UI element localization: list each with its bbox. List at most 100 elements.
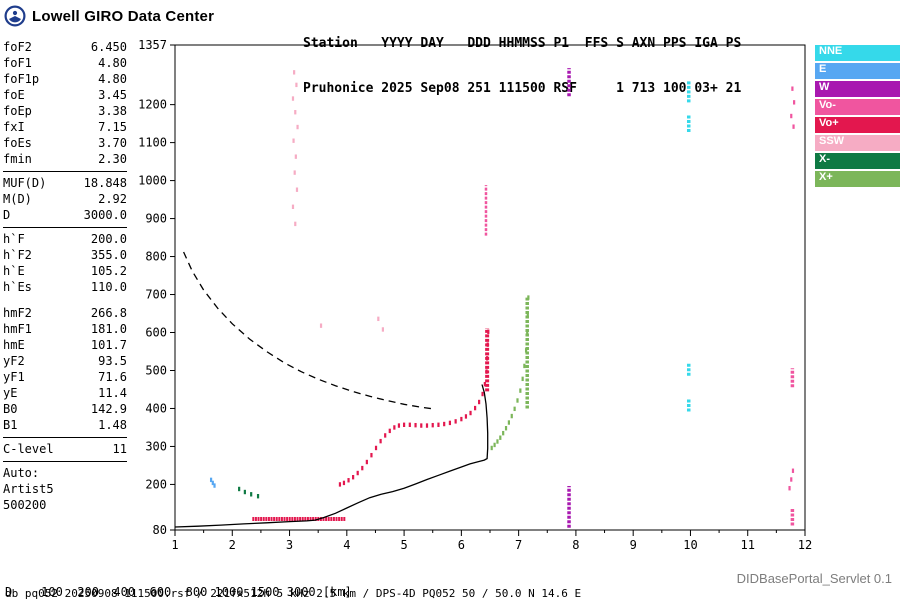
param-row-he: h`E 105.2 <box>3 263 127 279</box>
series-x-trace <box>499 435 502 440</box>
series-vo-minus-dots <box>792 124 795 129</box>
param-value: 355.0 <box>90 248 127 262</box>
param-row-foep: foEp 3.38 <box>3 103 127 119</box>
series-ssw-specks <box>377 316 380 322</box>
y-tick-label: 1200 <box>138 98 167 112</box>
y-tick-label: 400 <box>145 401 167 415</box>
param-row-hf: h`F 200.0 <box>3 231 127 247</box>
series-es-trace-o <box>260 516 263 521</box>
param-value: 101.7 <box>90 338 127 352</box>
series-es-trace-o <box>254 516 257 521</box>
series-ssw-noise-band <box>294 110 297 115</box>
param-value: 71.6 <box>98 370 127 384</box>
series-ssw-noise-band <box>292 138 295 143</box>
param-value: 110.0 <box>90 280 127 294</box>
param-value: 18.848 <box>83 176 127 190</box>
series-es-trace-o <box>273 516 276 521</box>
series-es-trace-o <box>283 516 286 521</box>
param-label: hmE <box>3 338 25 352</box>
series-x-trace <box>490 445 493 451</box>
param-label: h`Es <box>3 280 32 294</box>
series-es-trace-o <box>267 516 270 521</box>
param-row-foe: foE 3.45 <box>3 87 127 103</box>
param-label: h`F <box>3 232 25 246</box>
param-label: foF2 <box>3 40 32 54</box>
series-es-trace-o <box>340 516 343 521</box>
param-label: MUF(D) <box>3 176 47 190</box>
param-row-fof2: foF2 6.450 <box>3 39 127 55</box>
x-tick-label: 5 <box>400 538 407 552</box>
series-x-trace <box>526 331 529 336</box>
series-es-trace-o <box>275 516 278 521</box>
series-f-trace-o <box>483 381 486 387</box>
series-f-trace-o <box>388 428 391 434</box>
series-f-trace-o <box>338 482 342 487</box>
series-x-trace <box>496 439 499 444</box>
y-tick-label: 1100 <box>138 136 167 150</box>
param-label: foEs <box>3 136 32 150</box>
param-value: 142.9 <box>90 402 127 416</box>
param-row-b1: B1 1.48 <box>3 417 127 433</box>
param-value: 2.92 <box>98 192 127 206</box>
y-tick-label: 800 <box>145 250 167 264</box>
param-label: yF1 <box>3 370 25 384</box>
y-tick-label: 600 <box>145 326 167 340</box>
series-f-trace-o <box>478 399 481 405</box>
param-label: M(D) <box>3 192 32 206</box>
series-f-trace-o <box>469 410 472 416</box>
series-f-trace-o <box>356 470 359 476</box>
series-x-trace <box>502 430 505 436</box>
series-es-trace-o <box>332 516 335 521</box>
series-ssw-noise-band <box>296 124 299 130</box>
param-value: 3.70 <box>98 136 127 150</box>
series-f-trace-o <box>414 422 417 428</box>
param-row-ye: yE 11.4 <box>3 385 127 401</box>
param-label: hmF2 <box>3 306 32 320</box>
x-tick-label: 8 <box>572 538 579 552</box>
series-f-trace-o <box>379 438 382 444</box>
series-e-echo-dots <box>213 483 216 488</box>
series-es-trace-o <box>301 516 304 521</box>
echo-type-legend: NNE E W Vo- Vo+ SSW X- X+ <box>815 45 900 189</box>
x-tick-label: 3 <box>286 538 293 552</box>
series-f-trace-o <box>454 419 457 424</box>
param-value: 7.15 <box>98 120 127 134</box>
series-x-trace <box>504 426 508 431</box>
series-x-minus-dots <box>238 486 241 492</box>
series-f-trace-o <box>464 414 468 419</box>
param-label: Auto: <box>3 466 40 480</box>
series-es-trace-o <box>299 516 302 521</box>
param-label: Artist5 <box>3 482 54 496</box>
series-f-trace-o <box>408 422 411 427</box>
series-es-trace-o <box>325 516 328 521</box>
x-tick-label: 10 <box>683 538 697 552</box>
legend-item-e: E <box>815 63 900 79</box>
servlet-version-label: DIDBasePortal_Servlet 0.1 <box>736 571 892 586</box>
param-value: 181.0 <box>90 322 127 336</box>
y-tick-label: 500 <box>145 363 167 377</box>
param-label: h`E <box>3 264 25 278</box>
series-es-trace-o <box>312 516 315 521</box>
param-value: 2.30 <box>98 152 127 166</box>
x-tick-label: 7 <box>515 538 522 552</box>
param-value: 1.48 <box>98 418 127 432</box>
series-modeled-topside-profile <box>183 251 436 410</box>
series-es-trace-o <box>338 516 341 521</box>
series-es-trace-o <box>306 516 309 521</box>
series-true-height-profile <box>174 384 489 528</box>
param-label: C-level <box>3 442 54 456</box>
param-row-fof1: foF1 4.80 <box>3 55 127 71</box>
series-x-trace <box>516 398 519 403</box>
param-row-fxi: fxI 7.15 <box>3 119 127 135</box>
param-value: 3000.0 <box>83 208 127 222</box>
series-ssw-specks <box>381 327 384 332</box>
param-row-mufd: MUF(D) 18.848 <box>3 175 127 191</box>
station-header-columns: Station YYYY DAY DDD HHMMSS P1 FFS S AXN… <box>303 36 742 51</box>
param-value: 93.5 <box>98 354 127 368</box>
param-row-md: M(D) 2.92 <box>3 191 127 207</box>
series-es-trace-o <box>343 516 346 521</box>
y-tick-label: 200 <box>145 477 167 491</box>
series-es-trace-o <box>265 516 268 521</box>
series-f-trace-o <box>402 422 406 427</box>
series-es-trace-o <box>314 516 317 521</box>
